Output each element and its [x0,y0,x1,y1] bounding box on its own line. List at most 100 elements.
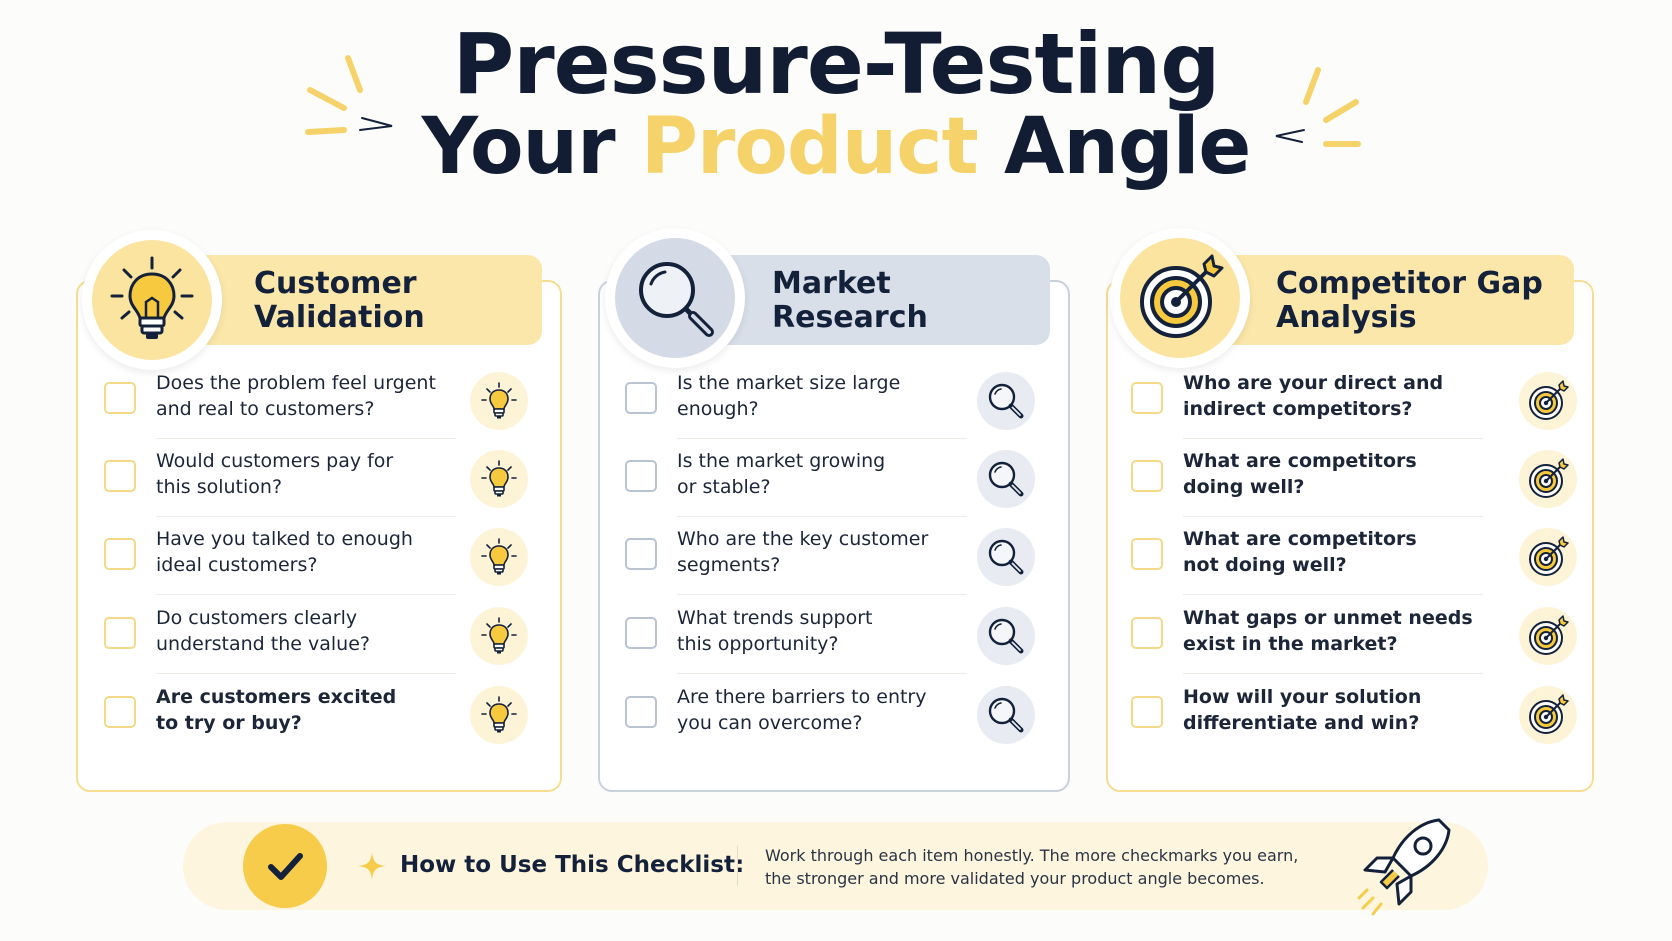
market-checkbox[interactable] [625,538,657,570]
list-item-line-1: Who are your direct and [1183,372,1444,394]
footer-body-line-1: Work through each item honestly. The mor… [765,846,1299,865]
list-item-line-1: What are competitors [1183,528,1417,550]
list-item-line-1: What are competitors [1183,450,1417,472]
list-item-line-2: and real to customers? [156,398,375,420]
list-item-text: Does the problem feel urgent and real to … [156,370,456,422]
title-accent-word: Product [640,101,979,192]
how-to-use-banner: How to Use This Checklist: Work through … [183,818,1488,916]
list-item-line-2: this solution? [156,476,283,498]
list-item-text: How will your solution differentiate and … [1183,684,1483,736]
item-divider [1183,438,1483,439]
list-item: Do customers clearly understand the value… [104,595,530,674]
magnifier-icon [977,372,1035,430]
list-item-line-2: enough? [677,398,759,420]
list-item: What trends support this opportunity? [625,595,1037,674]
list-item-line-1: Are customers excited [156,686,397,708]
list-item: Would customers pay for this solution? [104,438,530,517]
list-item: What are competitors not doing well? [1131,516,1579,595]
customer-checkbox[interactable] [104,538,136,570]
checkmark-badge [243,824,327,908]
list-item-line-1: Who are the key customer [677,528,929,550]
competitor-checkbox[interactable] [1131,382,1163,414]
list-item-line-1: What trends support [677,607,873,629]
list-item-line-1: Is the market size large [677,372,901,394]
competitor-gap-header: Competitor Gap Analysis [1180,255,1574,345]
lightbulb-icon [470,607,528,665]
sparkle-icon [358,852,386,880]
market-checkbox[interactable] [625,696,657,728]
magnifier-icon [639,262,714,337]
list-item: Does the problem feel urgent and real to … [104,360,530,439]
footer-divider [737,846,738,886]
magnifier-icon [977,528,1035,586]
list-item-text: What are competitors not doing well? [1183,526,1483,578]
title-line2-pre: Your [421,101,641,192]
customer-checkbox[interactable] [104,382,136,414]
item-divider [677,594,967,595]
title-line-1: Pressure-Testing [452,15,1221,113]
list-item-text: Have you talked to enough ideal customers… [156,526,456,578]
lightbulb-icon [470,372,528,430]
list-item: Have you talked to enough ideal customers… [104,516,530,595]
footer-body-line-2: the stronger and more validated your pro… [765,869,1265,888]
list-item-line-1: What gaps or unmet needs [1183,607,1473,629]
item-divider [1183,516,1483,517]
item-divider [677,516,967,517]
list-item-line-2: understand the value? [156,633,370,655]
rocket-icon [1357,818,1451,916]
list-item-text: What are competitors doing well? [1183,448,1483,500]
lightbulb-icon [470,450,528,508]
list-item-line-2: or stable? [677,476,771,498]
customer-validation-title-2: Validation [254,300,425,335]
lightbulb-icon [110,256,194,339]
list-item: Are there barriers to entry you can overc… [625,674,1037,752]
title-line2-post: Angle [977,101,1251,192]
list-item-line-2: ideal customers? [156,554,318,576]
market-research-title-1: Market [772,266,891,301]
footer-title: How to Use This Checklist: [400,852,745,878]
competitor-checkbox[interactable] [1131,617,1163,649]
item-divider [677,438,967,439]
list-item-text: What trends support this opportunity? [677,605,967,657]
footer-body: Work through each item honestly. The mor… [765,844,1325,890]
magnifier-icon [977,686,1035,744]
lightbulb-icon [470,686,528,744]
competitor-checkbox[interactable] [1131,538,1163,570]
list-item-line-2: differentiate and win? [1183,712,1420,734]
item-divider [1183,594,1483,595]
list-item: What gaps or unmet needs exist in the mar… [1131,595,1579,674]
list-item-line-2: to try or buy? [156,712,302,734]
customer-checkbox[interactable] [104,460,136,492]
item-divider [156,516,456,517]
list-item-text: Are there barriers to entry you can overc… [677,684,967,736]
list-item-text: Do customers clearly understand the value… [156,605,456,657]
list-item: Is the market size large enough? [625,360,1037,439]
list-item-line-1: Do customers clearly [156,607,358,629]
list-item-text: Is the market growing or stable? [677,448,967,500]
list-item: Are customers excited to try or buy? [104,674,530,752]
list-item-text: What gaps or unmet needs exist in the mar… [1183,605,1483,657]
list-item-text: Who are the key customer segments? [677,526,967,578]
market-research-title-2: Research [772,300,928,335]
customer-checkbox[interactable] [104,617,136,649]
title-line-2: Your Product Angle [0,107,1672,188]
target-badge [1110,228,1250,368]
competitor-checkbox[interactable] [1131,460,1163,492]
market-checkbox[interactable] [625,617,657,649]
competitor-checkbox[interactable] [1131,696,1163,728]
target-icon [1519,528,1577,586]
magnifier-badge [605,228,745,368]
list-item: Who are the key customer segments? [625,516,1037,595]
list-item-text: Who are your direct and indirect competit… [1183,370,1483,422]
competitor-gap-title-1: Competitor Gap [1276,266,1543,301]
list-item-line-1: How will your solution [1183,686,1422,708]
market-checkbox[interactable] [625,382,657,414]
list-item-line-2: you can overcome? [677,712,863,734]
magnifier-icon [977,607,1035,665]
list-item-line-1: Are there barriers to entry [677,686,927,708]
right-burst-icon [1275,67,1361,147]
magnifier-icon [977,450,1035,508]
list-item-line-2: exist in the market? [1183,633,1398,655]
customer-checkbox[interactable] [104,696,136,728]
market-checkbox[interactable] [625,460,657,492]
